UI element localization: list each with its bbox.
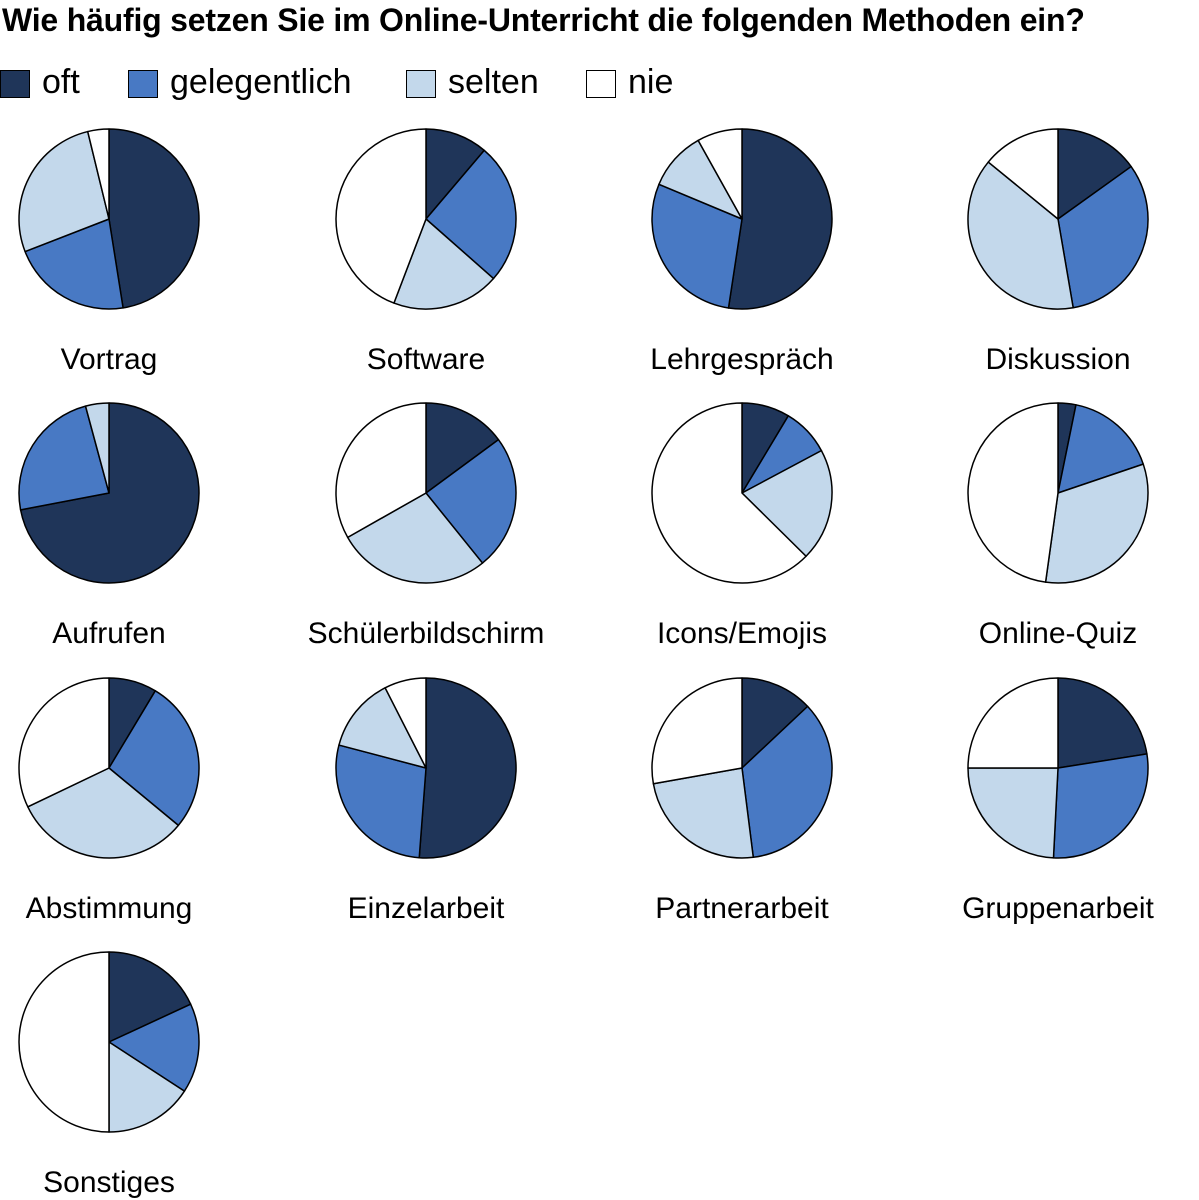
slice-software-oft: [425, 128, 485, 220]
pie-label-aufrufen: Aufrufen: [52, 617, 165, 650]
slice-diskussion-oft: [1057, 128, 1132, 220]
slice-abstimmung-nie: [18, 677, 110, 808]
pie-schuelerbildschirm: [335, 402, 517, 584]
slice-partnerarbeit-gelegentlich: [741, 705, 833, 859]
slice-gruppenarbeit-nie: [967, 677, 1059, 769]
slice-software-selten: [393, 218, 495, 310]
pie-aufrufen: [18, 402, 200, 584]
slice-aufrufen-oft: [19, 402, 200, 584]
slice-diskussion-nie: [987, 128, 1059, 220]
slice-gruppenarbeit-gelegentlich: [1052, 753, 1149, 859]
slice-schuelerbildschirm-gelegentlich: [425, 438, 517, 564]
slice-aufrufen-selten: [84, 402, 110, 494]
pie-vortrag: [18, 128, 200, 310]
slice-vortrag-gelegentlich: [24, 218, 124, 310]
slice-gruppenarbeit-oft: [1057, 677, 1148, 769]
pie-abstimmung: [18, 677, 200, 859]
slice-diskussion-gelegentlich: [1057, 165, 1149, 309]
slice-online-quiz-selten: [1044, 463, 1149, 584]
pie-icons-emojis: [651, 402, 833, 584]
pie-label-lehrgespraech: Lehrgespräch: [650, 343, 833, 376]
legend-swatch-oft: [0, 70, 30, 98]
pie-label-schuelerbildschirm: Schülerbildschirm: [308, 617, 545, 650]
slice-schuelerbildschirm-nie: [335, 402, 427, 539]
pie-lehrgespraech: [651, 128, 833, 310]
pie-sonstiges: [18, 951, 200, 1133]
slice-schuelerbildschirm-oft: [425, 402, 500, 494]
slice-abstimmung-selten: [27, 767, 180, 859]
pie-label-gruppenarbeit: Gruppenarbeit: [962, 892, 1154, 925]
pie-label-online-quiz: Online-Quiz: [979, 617, 1137, 650]
slice-lehrgespraech-nie: [697, 128, 743, 220]
legend-label-nie: nie: [628, 63, 674, 101]
chart-title: Wie häufig setzen Sie im Online-Unterric…: [2, 2, 1085, 38]
legend-label-selten: selten: [448, 63, 539, 101]
slice-lehrgespraech-gelegentlich: [651, 183, 743, 309]
slice-software-nie: [335, 128, 427, 304]
pie-label-einzelarbeit: Einzelarbeit: [348, 892, 505, 925]
slice-partnerarbeit-nie: [651, 677, 743, 785]
legend-label-oft: oft: [42, 63, 80, 101]
slice-einzelarbeit-nie: [384, 677, 427, 769]
pie-gruppenarbeit: [967, 677, 1149, 859]
slice-vortrag-nie: [86, 128, 110, 220]
slice-sonstiges-gelegentlich: [108, 1003, 200, 1092]
slice-lehrgespraech-oft: [727, 128, 833, 310]
legend-label-gelegentlich: gelegentlich: [170, 63, 352, 101]
slice-vortrag-selten: [18, 130, 110, 253]
slice-sonstiges-nie: [18, 951, 110, 1133]
legend-swatch-nie: [586, 70, 616, 98]
slice-schuelerbildschirm-selten: [346, 492, 484, 584]
slice-sonstiges-selten: [108, 1041, 186, 1133]
pie-label-vortrag: Vortrag: [61, 343, 158, 376]
pie-partnerarbeit: [651, 677, 833, 859]
slice-aufrufen-gelegentlich: [18, 405, 110, 511]
legend-swatch-gelegentlich: [128, 70, 158, 98]
pie-label-diskussion: Diskussion: [985, 343, 1130, 376]
pie-label-software: Software: [367, 343, 485, 376]
pie-online-quiz: [967, 402, 1149, 584]
pie-software: [335, 128, 517, 310]
pie-label-icons-emojis: Icons/Emojis: [657, 617, 827, 650]
slice-online-quiz-nie: [967, 402, 1059, 583]
pie-label-sonstiges: Sonstiges: [43, 1166, 175, 1199]
pie-einzelarbeit: [335, 677, 517, 859]
slice-icons-emojis-nie: [651, 402, 807, 584]
slice-icons-emojis-selten: [741, 449, 833, 557]
slice-partnerarbeit-selten: [652, 767, 755, 859]
slice-diskussion-selten: [967, 161, 1074, 310]
pie-label-abstimmung: Abstimmung: [26, 892, 193, 925]
pie-label-partnerarbeit: Partnerarbeit: [655, 892, 829, 925]
slice-software-gelegentlich: [425, 149, 517, 280]
slice-einzelarbeit-selten: [338, 687, 427, 769]
slice-abstimmung-gelegentlich: [108, 690, 200, 827]
slice-einzelarbeit-gelegentlich: [335, 744, 427, 859]
slice-vortrag-oft: [108, 128, 200, 309]
legend-swatch-selten: [406, 70, 436, 98]
slice-sonstiges-oft: [108, 951, 192, 1043]
slice-gruppenarbeit-selten: [967, 767, 1059, 859]
pie-diskussion: [967, 128, 1149, 310]
slice-einzelarbeit-oft: [418, 677, 517, 859]
slice-partnerarbeit-oft: [741, 677, 809, 769]
